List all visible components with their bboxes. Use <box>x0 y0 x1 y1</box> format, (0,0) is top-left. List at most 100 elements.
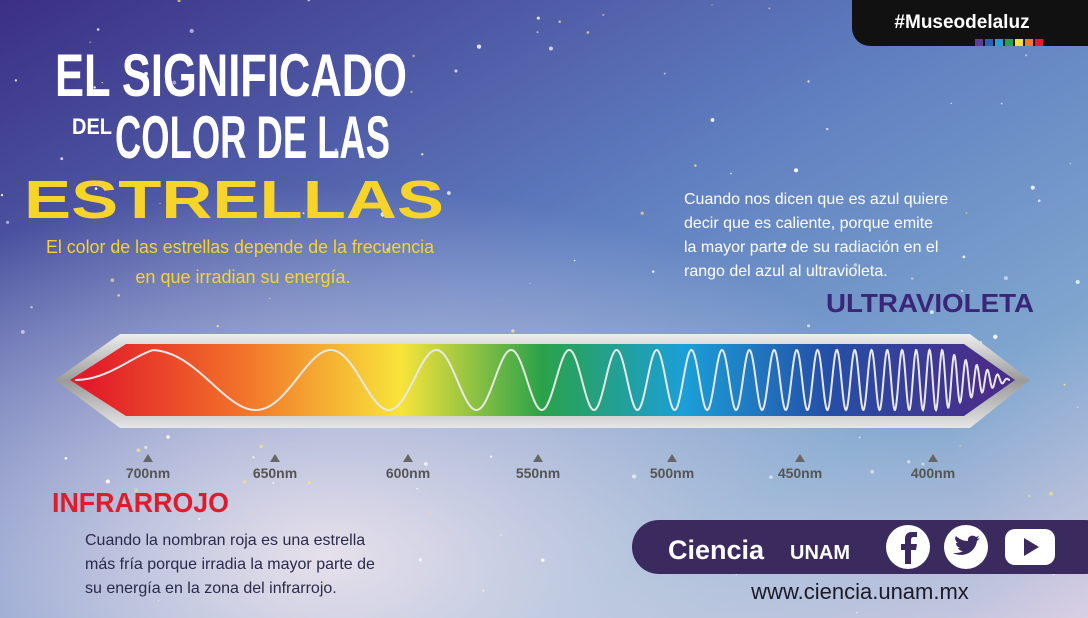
star <box>640 211 644 215</box>
star <box>198 517 201 521</box>
brand-sub: UNAM <box>790 542 850 564</box>
star <box>134 488 139 493</box>
star <box>631 474 637 479</box>
star <box>1030 185 1035 190</box>
tick-marker <box>403 454 413 462</box>
tick-marker <box>928 454 938 462</box>
wavelength-label: 600nm <box>386 465 430 481</box>
star <box>807 324 811 328</box>
star <box>870 469 874 474</box>
brand: Ciencia <box>668 535 765 565</box>
uv-line: la mayor parte de su radiación en el <box>684 239 938 256</box>
star <box>1000 102 1003 105</box>
star <box>416 487 419 490</box>
star <box>113 249 116 252</box>
star <box>793 168 799 173</box>
tick-marker <box>143 454 153 462</box>
star <box>710 118 715 122</box>
star <box>410 90 413 94</box>
star <box>541 558 545 562</box>
subtitle-line: El color de las estrellas depende de la … <box>46 237 435 257</box>
ir-line: Cuando la nombran roja es una estrella <box>85 532 365 549</box>
star <box>385 141 389 144</box>
uv-label: ULTRAVIOLETA <box>826 288 1034 318</box>
star <box>558 20 561 23</box>
star <box>271 247 275 250</box>
wavelength-label: 500nm <box>650 465 694 481</box>
star <box>157 600 160 602</box>
star <box>529 282 531 284</box>
star <box>446 191 451 195</box>
star <box>858 436 861 439</box>
star <box>269 297 271 300</box>
star <box>826 127 829 131</box>
star <box>1037 199 1041 203</box>
subtitle-line: en que irradian su energía. <box>135 267 350 287</box>
star <box>93 86 96 89</box>
star <box>317 75 320 78</box>
star <box>89 41 92 44</box>
star <box>216 325 219 328</box>
star <box>316 95 319 98</box>
star <box>96 28 100 31</box>
star <box>166 435 170 439</box>
ir-text: Cuando la nombran roja es una estrella m… <box>85 532 375 597</box>
star <box>249 512 251 515</box>
star <box>307 0 311 2</box>
star <box>993 334 998 340</box>
star <box>14 79 18 82</box>
star <box>144 445 148 449</box>
wavelength-label: 550nm <box>516 465 560 481</box>
star <box>418 558 422 562</box>
wavelength-label: 400nm <box>911 465 955 481</box>
title-line: COLOR DE LAS <box>115 104 390 171</box>
spectrum <box>70 344 1015 416</box>
star <box>782 243 787 248</box>
uv-line: rango del azul al ultravioleta. <box>684 263 888 280</box>
wavelength-axis: 700nm 650nm 600nm 550nm 500nm 450nm 400nm <box>126 454 955 481</box>
star <box>177 0 181 3</box>
star <box>652 270 655 273</box>
star <box>855 611 858 614</box>
title-highlight: ESTRELLAS <box>24 170 444 230</box>
star <box>769 592 773 596</box>
star <box>386 247 390 252</box>
color-strip <box>975 39 1043 46</box>
url[interactable]: www.ciencia.unam.mx <box>750 579 969 604</box>
ir-line: más fría porque irradia la mayor parte d… <box>85 556 375 573</box>
star <box>64 456 68 460</box>
star <box>307 481 312 485</box>
star <box>1063 383 1066 386</box>
star <box>429 512 432 514</box>
star <box>1075 279 1080 284</box>
wavelength-label: 650nm <box>253 465 297 481</box>
star <box>252 456 255 459</box>
star <box>1003 276 1008 281</box>
star <box>180 90 182 93</box>
star <box>536 16 540 20</box>
uv-line: Cuando nos dicen que es azul quiere <box>684 191 948 208</box>
star <box>910 277 914 280</box>
title-line: EL SIGNIFICADO <box>55 42 407 109</box>
star <box>105 479 110 484</box>
star <box>730 172 732 175</box>
tick-marker <box>795 454 805 462</box>
star <box>769 475 773 479</box>
star <box>242 480 247 484</box>
wave <box>75 348 1011 413</box>
star <box>602 13 605 17</box>
star <box>1048 491 1054 496</box>
star <box>454 69 458 73</box>
wavelength-label: 450nm <box>778 465 822 481</box>
star <box>500 534 502 536</box>
social-icons <box>886 525 1055 569</box>
ir-label: INFRARROJO <box>52 487 229 518</box>
star <box>511 329 515 333</box>
star <box>424 462 428 466</box>
star <box>962 255 966 259</box>
star <box>586 31 590 34</box>
hashtag: #Museodelaluz <box>894 12 1029 33</box>
